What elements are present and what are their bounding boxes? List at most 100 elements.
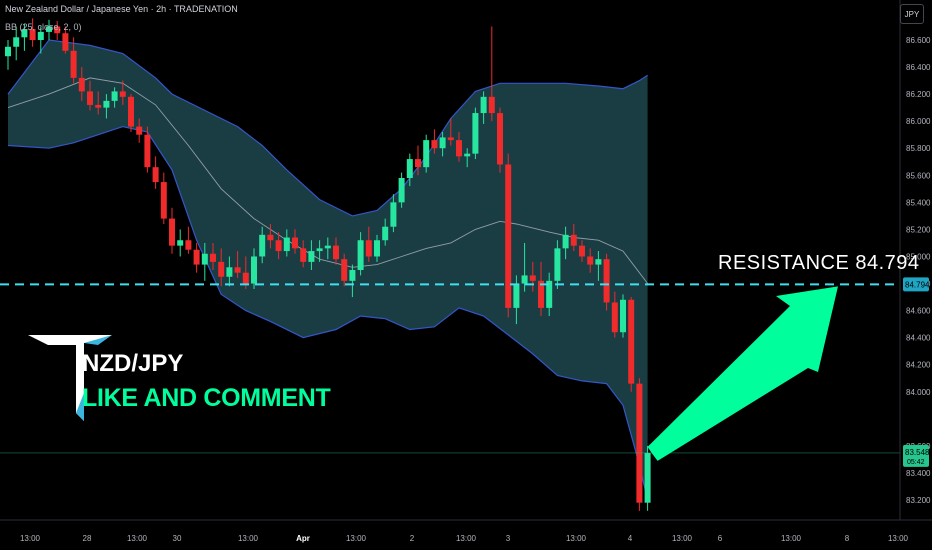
price-tick-label: 83.400 [906, 469, 931, 478]
price-tick-label: 85.400 [906, 198, 931, 207]
last-price-tag [903, 444, 929, 467]
price-tick-label: 84.000 [906, 388, 931, 397]
candle [521, 242, 528, 292]
candle-body [644, 452, 651, 503]
candle [275, 232, 282, 260]
candle-body [283, 237, 290, 252]
candle [415, 145, 421, 176]
candle [226, 256, 233, 287]
candle-body [54, 26, 61, 34]
candle [357, 232, 364, 276]
candle-body [374, 240, 380, 257]
candle-body [521, 275, 528, 284]
candle [234, 251, 241, 279]
candle-body [472, 113, 479, 154]
candle [620, 294, 626, 338]
candle-body [218, 261, 225, 277]
candle [644, 445, 651, 511]
candle-body [259, 234, 266, 257]
candle [398, 172, 405, 208]
candle [382, 218, 389, 246]
candle-body [210, 253, 216, 262]
candle [472, 107, 479, 160]
candle [259, 226, 266, 264]
currency-button[interactable]: JPY [900, 4, 924, 24]
candle-body [37, 31, 44, 40]
price-tick-label: 86.400 [906, 63, 931, 72]
candle [488, 26, 495, 122]
candle-body [5, 46, 11, 57]
candle-body [480, 96, 487, 114]
candle [21, 23, 28, 51]
candle [185, 226, 192, 254]
time-tick-label: 28 [83, 534, 92, 543]
candle [497, 107, 503, 173]
candle [374, 234, 380, 262]
time-tick-label: 13:00 [127, 534, 148, 543]
candle-body [611, 302, 618, 333]
candle-body [152, 167, 159, 183]
indicator-legend[interactable]: BB (25, close, 2, 0) [5, 22, 82, 32]
time-tick-label: 3 [506, 534, 511, 543]
time-axis[interactable]: 13:00 28 13:00 30 13:00 Apr 13:00 2 13:00 3 13:00 4… [0, 519, 932, 543]
candle [177, 229, 184, 257]
candle-body [87, 91, 93, 105]
candle-body [431, 140, 438, 149]
candle-body [169, 218, 175, 246]
price-tick-label: 86.600 [906, 36, 931, 45]
price-tick-label: 83.200 [906, 496, 931, 505]
candle [636, 378, 643, 511]
candle [529, 261, 536, 292]
candle-body [29, 29, 36, 40]
price-tick-label: 85.600 [906, 171, 931, 180]
candle-body [62, 33, 69, 51]
candle [78, 67, 85, 101]
candle [505, 153, 512, 318]
candle [62, 26, 69, 54]
candle-body [333, 245, 339, 260]
candle-body [267, 234, 274, 241]
candle [603, 253, 610, 311]
candle [300, 240, 307, 268]
candle-body [415, 159, 421, 168]
candle-body [251, 256, 257, 284]
candle [595, 251, 602, 281]
price-axis[interactable]: 86.600 86.400 86.200 86.000 85.800 85.600 85.4… [899, 0, 931, 520]
candle [316, 240, 323, 262]
candle [210, 242, 216, 270]
candle-body [382, 226, 389, 241]
time-tick-label: 4 [628, 534, 633, 543]
candle-body [234, 267, 241, 273]
candle [87, 80, 93, 111]
candle-body [390, 202, 397, 227]
price-tick-label: 85.000 [906, 252, 931, 261]
candle [169, 207, 175, 254]
resistance-price-tag [903, 277, 929, 292]
time-tick-label: 13:00 [346, 534, 367, 543]
candle [5, 40, 11, 70]
candle-body [111, 91, 118, 101]
candle [160, 172, 167, 224]
candle [406, 153, 413, 187]
candle [431, 129, 438, 154]
candle [333, 237, 339, 265]
bollinger-band [7, 39, 649, 501]
candle-body [513, 283, 520, 308]
time-tick-label: Apr [296, 534, 310, 543]
cta-label: LIKE AND COMMENT [82, 384, 331, 412]
price-tick-label: 86.000 [906, 117, 931, 126]
candle-body [587, 256, 594, 265]
price-tick-label: 84.400 [906, 334, 931, 343]
time-tick-label: 13:00 [238, 534, 259, 543]
candle [464, 148, 471, 168]
candle-body [349, 270, 356, 281]
time-tick-label: 30 [173, 534, 182, 543]
candle [103, 94, 110, 119]
candle-body [603, 259, 610, 303]
tradenation-logo-icon [28, 335, 112, 421]
candle-body [464, 153, 471, 157]
candle-body [136, 126, 143, 135]
candle-body [103, 100, 110, 108]
candle-body [447, 137, 454, 141]
